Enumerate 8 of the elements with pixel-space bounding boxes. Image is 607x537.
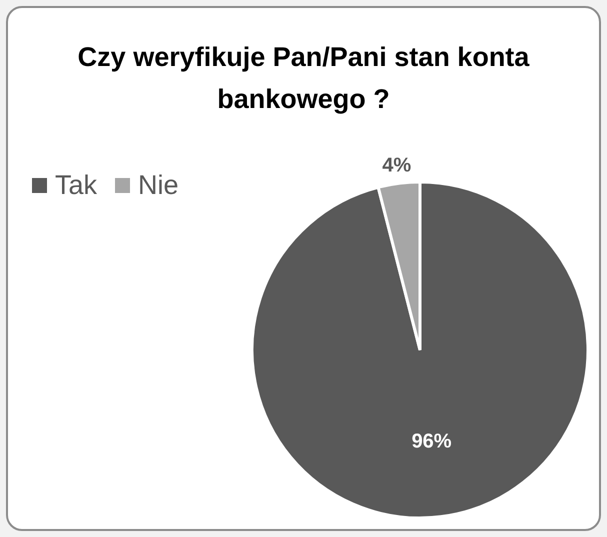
pie-slice [250, 180, 590, 520]
chart-title: Czy weryfikuje Pan/Pani stan konta bankowego ? [76, 41, 530, 116]
legend-label: Nie [138, 170, 179, 201]
legend-item: Tak [32, 170, 98, 201]
data-label: 4% [382, 154, 412, 176]
data-label: 96% [412, 430, 452, 453]
legend-label: Tak [55, 170, 98, 201]
legend-item: Nie [115, 170, 179, 201]
